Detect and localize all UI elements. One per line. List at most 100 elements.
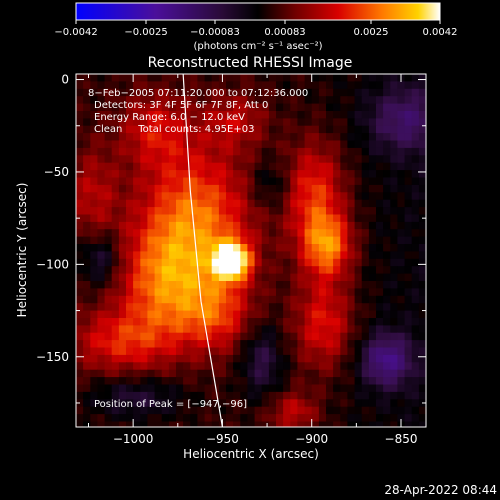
heatmap-cell — [383, 258, 391, 267]
heatmap-cell — [390, 340, 398, 349]
heatmap-cell — [333, 258, 341, 267]
heatmap-cell — [211, 229, 220, 238]
heatmap-cell — [183, 273, 191, 282]
heatmap-cell — [254, 273, 263, 282]
heatmap-cell — [83, 281, 91, 289]
heatmap-cell — [197, 140, 206, 149]
heatmap-cell — [290, 125, 298, 134]
heatmap-cell — [397, 81, 406, 90]
heatmap-cell — [390, 236, 398, 245]
heatmap-cell — [76, 96, 84, 105]
heatmap-cell — [283, 147, 291, 156]
heatmap-cell — [211, 377, 220, 386]
heatmap-cell — [290, 214, 298, 223]
heatmap-cell — [83, 229, 91, 238]
heatmap-cell — [183, 74, 191, 82]
heatmap-cell — [318, 362, 327, 371]
heatmap-cell — [368, 310, 377, 319]
heatmap-cell — [411, 214, 420, 223]
heatmap-cell — [168, 369, 177, 378]
heatmap-cell — [254, 207, 263, 216]
heatmap-cell — [97, 155, 106, 164]
heatmap-cell — [190, 340, 198, 349]
heatmap-cell — [297, 162, 306, 171]
heatmap-cell — [218, 125, 227, 134]
heatmap-cell — [254, 295, 263, 304]
heatmap-cell — [97, 147, 106, 156]
heatmap-cell — [326, 81, 334, 90]
heatmap-cell — [268, 74, 277, 82]
heatmap-cell — [404, 421, 413, 427]
heatmap-cell — [126, 340, 134, 349]
heatmap-cell — [204, 103, 213, 112]
heatmap-cell — [233, 310, 241, 319]
heatmap-cell — [411, 273, 420, 282]
heatmap-cell — [147, 125, 156, 134]
footer-timestamp: 28-Apr-2022 08:44 — [384, 483, 497, 497]
heatmap-cell — [133, 229, 141, 238]
heatmap-cell — [297, 236, 306, 245]
heatmap-cell — [268, 125, 277, 134]
heatmap-cell — [383, 192, 391, 201]
heatmap-cell — [254, 384, 263, 393]
heatmap-cell — [397, 281, 406, 289]
heatmap-cell — [361, 133, 370, 142]
heatmap-cell — [240, 111, 248, 119]
heatmap-cell — [204, 207, 213, 216]
heatmap-cell — [168, 133, 177, 142]
heatmap-cell — [318, 244, 327, 252]
heatmap-cell — [161, 74, 170, 82]
heatmap-cell — [240, 81, 248, 90]
heatmap-cell — [304, 170, 313, 179]
heatmap-cell — [90, 199, 98, 208]
heatmap-cell — [211, 184, 220, 193]
heatmap-cell — [404, 140, 413, 149]
heatmap-cell — [133, 207, 141, 216]
heatmap-cell — [118, 177, 127, 186]
heatmap-cell — [354, 162, 363, 171]
heatmap-cell — [126, 406, 134, 415]
heatmap-cell — [240, 118, 248, 127]
heatmap-cell — [118, 199, 127, 208]
heatmap-cell — [204, 155, 213, 164]
heatmap-cell — [183, 207, 191, 216]
heatmap-cell — [268, 199, 277, 208]
heatmap-cell — [318, 251, 327, 260]
heatmap-cell — [361, 377, 370, 386]
heatmap-cell — [347, 88, 356, 97]
heatmap-cell — [233, 199, 241, 208]
heatmap-cell — [268, 244, 277, 252]
heatmap-cell — [183, 162, 191, 171]
heatmap-cell — [418, 362, 426, 371]
heatmap-cell — [268, 414, 277, 423]
heatmap-cell — [261, 170, 270, 179]
heatmap-cell — [418, 303, 426, 312]
heatmap-cell — [204, 81, 213, 90]
heatmap-cell — [204, 74, 213, 82]
heatmap-cell — [190, 347, 198, 356]
heatmap-cell — [161, 362, 170, 371]
heatmap-cell — [83, 340, 91, 349]
heatmap-cell — [318, 273, 327, 282]
heatmap-cell — [397, 318, 406, 326]
heatmap-cell — [419, 429, 427, 437]
heatmap-cell — [204, 362, 213, 371]
heatmap-cell — [276, 318, 284, 326]
heatmap-cell — [104, 281, 113, 289]
heatmap-cell — [311, 258, 320, 267]
heatmap-cell — [90, 88, 98, 97]
heatmap-cell — [183, 177, 191, 186]
heatmap-cell — [118, 303, 127, 312]
heatmap-cell — [268, 310, 277, 319]
heatmap-cell — [276, 147, 284, 156]
heatmap-cell — [283, 81, 291, 90]
heatmap-cell — [104, 199, 113, 208]
heatmap-cell — [247, 354, 256, 363]
heatmap-cell — [233, 177, 241, 186]
heatmap-cell — [111, 221, 120, 230]
heatmap-cell — [411, 140, 420, 149]
heatmap-cell — [183, 229, 191, 238]
heatmap-cell — [247, 377, 256, 386]
heatmap-cell — [247, 273, 256, 282]
heatmap-cell — [118, 81, 127, 90]
